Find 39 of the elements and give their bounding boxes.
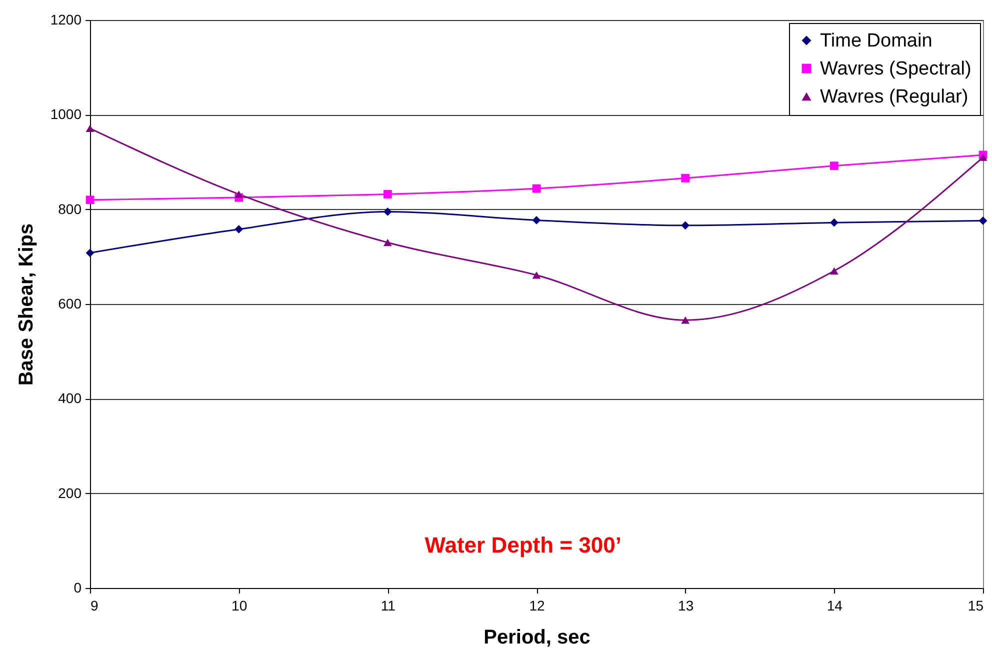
legend-label: Wavres (Spectral) (820, 58, 972, 80)
x-tick-label: 10 (232, 598, 248, 614)
legend-label: Time Domain (820, 30, 932, 52)
x-tick-label: 14 (826, 598, 843, 614)
x-axis-title: Period, sec (484, 626, 590, 648)
point (86, 248, 94, 258)
x-tick-label: 13 (678, 598, 694, 614)
point (383, 208, 392, 216)
point (532, 216, 541, 224)
y-tick-label: 1200 (50, 12, 82, 28)
point (383, 238, 392, 246)
point (234, 190, 244, 198)
annotation: Water Depth = 300’ (424, 532, 622, 558)
y-tick-label: 200 (58, 484, 82, 501)
x-tick-label: 15 (968, 598, 984, 614)
point (978, 216, 988, 225)
point (830, 218, 838, 227)
point (830, 162, 838, 170)
x-tick-label: 12 (529, 598, 545, 614)
y-axis-title: Base Shear, Kips (15, 223, 38, 386)
point (978, 154, 988, 161)
point (86, 124, 94, 132)
y-tick-label: 0 (74, 580, 82, 596)
x-tick-label: 11 (380, 598, 396, 614)
point (234, 225, 244, 234)
point (830, 267, 838, 274)
y-tick-label: 600 (58, 296, 82, 312)
x-tick-label: 9 (90, 598, 98, 614)
y-tick-label: 400 (58, 390, 82, 406)
legend-label: Wavres (Regular) (820, 86, 968, 108)
point (681, 174, 690, 182)
point (86, 196, 94, 204)
point (681, 316, 690, 324)
point (532, 184, 541, 193)
point (383, 190, 392, 198)
y-tick-label: 800 (58, 200, 82, 217)
point (532, 272, 541, 279)
point (681, 221, 690, 230)
y-tick-label: 1000 (50, 106, 82, 122)
